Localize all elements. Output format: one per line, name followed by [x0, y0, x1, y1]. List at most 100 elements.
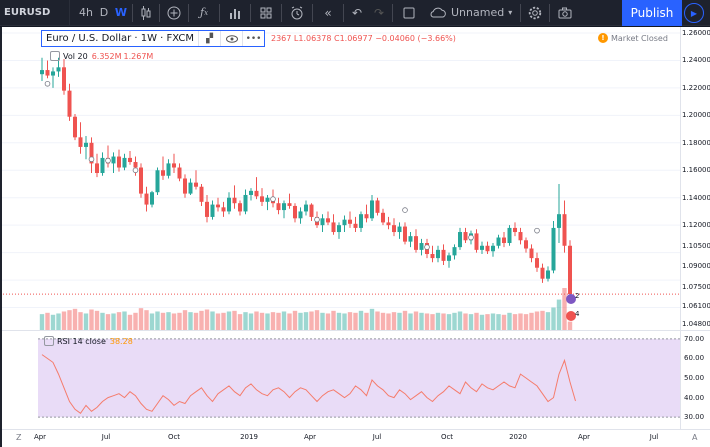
volume-ma-value: 1.267M [123, 52, 154, 61]
event-marker-icon[interactable] [44, 80, 51, 87]
plus-circle-icon[interactable] [162, 0, 186, 26]
candle-body [463, 232, 468, 241]
svg-text:2: 2 [575, 292, 579, 300]
more-icon[interactable]: ••• [242, 31, 264, 46]
price-axis[interactable]: 1.26000 1.24000 1.22000 1.20000 1.18000 1.160… [680, 27, 710, 330]
candle-body [370, 200, 374, 219]
rsi-chart[interactable] [0, 331, 680, 429]
candle-body [194, 182, 198, 187]
market-status[interactable]: ! Market Closed [598, 33, 668, 43]
candle-body [326, 218, 330, 223]
flag-icon[interactable]: ▞ [198, 31, 220, 46]
candle-body [397, 226, 402, 233]
candle-body [254, 190, 259, 197]
candle-body [122, 157, 127, 168]
interval-w[interactable]: W [114, 6, 128, 19]
volume-bar [567, 321, 573, 330]
volume-bar [474, 312, 479, 330]
volume-bar [122, 311, 127, 330]
event-marker-icon[interactable] [424, 244, 430, 250]
rsi-tick-label: 50.00 [684, 374, 705, 383]
redo-icon[interactable]: ↷ [373, 5, 385, 20]
event-marker-icon[interactable] [534, 227, 540, 234]
volume-bar [380, 312, 386, 330]
candle-body [243, 194, 248, 212]
rsi-toggle-icon[interactable] [44, 336, 54, 346]
volume-bar [292, 310, 298, 330]
volume-bar [171, 313, 177, 330]
time-tick-label: Jul [372, 433, 382, 441]
pane-separator[interactable] [0, 330, 710, 331]
volume-bar [111, 313, 116, 330]
interval-4h[interactable]: 4h [79, 6, 93, 19]
volume-bar [210, 311, 215, 330]
candle-body [452, 247, 457, 256]
candlestick-chart[interactable]: 24 [0, 27, 680, 330]
interval-d[interactable]: D [99, 6, 109, 19]
alert-icon[interactable] [284, 0, 310, 26]
flag-badge-2[interactable]: 2 [566, 292, 579, 304]
event-marker-icon[interactable] [105, 157, 111, 164]
event-marker-icon[interactable] [468, 234, 474, 241]
event-marker-icon[interactable] [270, 196, 276, 202]
toolbar-divider [520, 3, 522, 22]
rsi-tick-label: 40.00 [684, 393, 705, 402]
replay-icon[interactable]: « [324, 5, 332, 20]
symbol-legend[interactable]: Euro / U.S. Dollar · 1W · FXCM ▞ ••• [41, 30, 266, 47]
candle-body [95, 163, 99, 174]
volume-bar [89, 309, 94, 330]
templates-icon[interactable] [253, 0, 279, 26]
price-tick-label: 1.06100 [682, 302, 710, 311]
volume-bar [188, 312, 193, 330]
camera-icon[interactable] [552, 0, 578, 26]
candle-body [73, 116, 77, 138]
auto-scale-button[interactable]: A [692, 433, 698, 442]
fullscreen-icon[interactable] [395, 0, 423, 26]
candle-body [518, 232, 523, 241]
candle-body [298, 211, 303, 219]
publish-button[interactable]: Publish [622, 0, 682, 26]
volume-legend: Vol 20 6.352M 1.267M [63, 52, 153, 61]
candle-body [414, 236, 418, 250]
undo-icon[interactable]: ↶ [351, 5, 363, 20]
candle-body [293, 205, 297, 219]
rsi-pane[interactable] [0, 331, 680, 429]
play-icon[interactable]: ▶ [684, 3, 704, 23]
volume-bar [402, 310, 408, 330]
volume-bar [551, 307, 556, 330]
candle-body [540, 267, 545, 279]
event-marker-icon[interactable] [402, 207, 408, 213]
settings-icon[interactable] [523, 0, 547, 26]
symbol-search[interactable]: EURUSD [0, 0, 70, 26]
price-tick-label: 1.18000 [682, 138, 710, 147]
candle-body [67, 90, 72, 117]
time-tick-label: 2019 [240, 433, 258, 441]
indicators-icon[interactable] [222, 0, 248, 26]
candle-body [447, 255, 451, 261]
volume-bar [39, 314, 45, 330]
eye-icon[interactable] [220, 31, 242, 46]
zoom-button[interactable]: Z [16, 433, 22, 442]
volume-bar [358, 310, 364, 330]
flag-badge-4[interactable]: 4 [566, 310, 580, 321]
rsi-legend: RSI 14 close 38.28 [57, 337, 133, 346]
time-axis[interactable]: Z A Apr Jul Oct 2019 Apr Jul Oct 2020 Apr Jul [0, 429, 710, 447]
candle-body [177, 167, 182, 179]
candle-body [386, 222, 391, 226]
candle-body [546, 270, 550, 279]
volume-bar [127, 314, 133, 330]
volume-bar [45, 312, 50, 330]
candle-body [524, 240, 528, 249]
candle-body [100, 157, 105, 174]
time-tick-label: Apr [577, 433, 591, 441]
event-marker-icon[interactable] [132, 167, 139, 174]
layout-name[interactable]: Unnamed ▾ [423, 6, 518, 19]
volume-toggle-icon[interactable] [50, 51, 60, 61]
event-marker-icon[interactable] [88, 156, 95, 163]
bar-style-icon[interactable] [135, 0, 157, 26]
volume-bar [468, 314, 474, 330]
rsi-axis[interactable]: 70.00 60.00 50.00 40.00 30.00 [680, 331, 710, 429]
event-marker-icon[interactable] [314, 216, 320, 223]
